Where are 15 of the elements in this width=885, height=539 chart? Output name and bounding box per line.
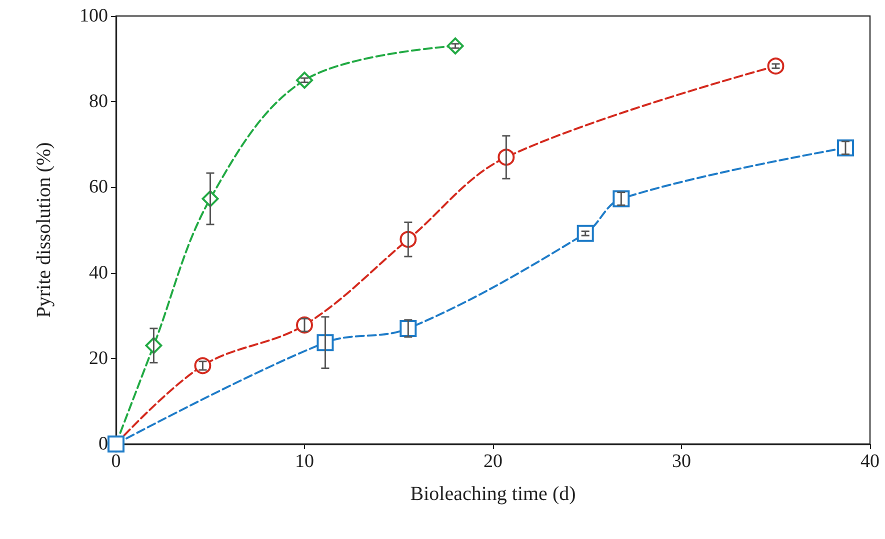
y-tick-label: 0	[98, 434, 108, 454]
x-tick-label: 30	[672, 451, 691, 472]
y-axis-title: Pyrite dissolution (%)	[33, 142, 55, 318]
x-tick-label: 10	[295, 451, 314, 472]
y-tick-label: 100	[80, 6, 108, 26]
point	[316, 334, 334, 352]
x-tick-label: 0	[111, 451, 121, 472]
point	[400, 320, 417, 337]
x-tick-label: 20	[484, 451, 502, 472]
x-axis-title: Bioleaching time (d)	[410, 483, 576, 505]
y-tick-label: 40	[89, 262, 108, 284]
y-tick-label: 20	[89, 348, 108, 369]
y-tick-label: 80	[89, 91, 108, 112]
x-tick-label: 40	[860, 451, 880, 472]
y-tick-label: 60	[89, 176, 108, 198]
